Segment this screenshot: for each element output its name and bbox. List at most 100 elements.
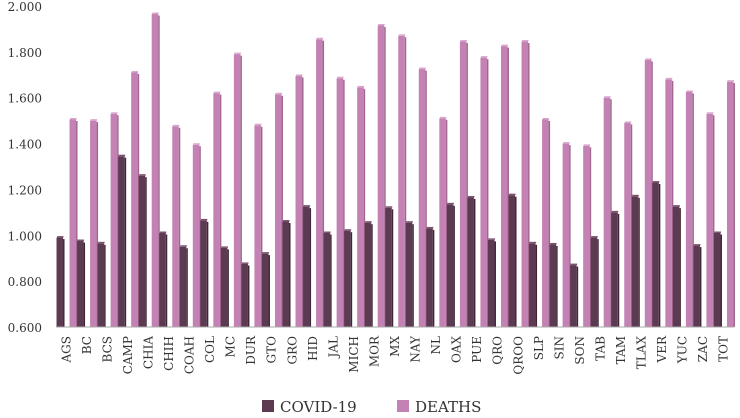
bar-covid19-hid bbox=[303, 206, 310, 327]
bar-top-covid19-gro bbox=[283, 220, 290, 222]
bar-deaths-mc bbox=[233, 54, 241, 328]
bar-deaths-jal bbox=[336, 78, 344, 327]
bar-side-covid19-mich bbox=[350, 232, 353, 327]
bar-side-deaths-zac bbox=[712, 115, 715, 327]
bar-deaths-mor bbox=[377, 25, 385, 327]
bar-deaths-dur bbox=[254, 125, 261, 327]
bar-top-deaths-mx bbox=[398, 34, 406, 36]
bar-deaths-pue bbox=[480, 57, 487, 327]
bar-side-deaths-bc bbox=[96, 122, 99, 328]
bar-deaths-ver bbox=[665, 79, 672, 327]
bars-group bbox=[56, 12, 735, 328]
bar-side-deaths-mor bbox=[384, 26, 386, 327]
legend-label-covid19: COVID-19 bbox=[280, 398, 357, 416]
bar-side-covid19-qroo bbox=[515, 196, 517, 327]
bar-covid19-nay bbox=[405, 222, 413, 327]
x-tick-label: SLP bbox=[532, 336, 546, 360]
x-tick-label: GRO bbox=[285, 336, 299, 365]
x-tick-label: MC bbox=[224, 336, 238, 357]
bar-top-deaths-tot bbox=[727, 80, 734, 82]
bar-top-covid19-mc bbox=[221, 246, 228, 248]
x-tick-label: HID bbox=[306, 336, 320, 361]
x-tick-label: NAY bbox=[409, 335, 423, 363]
bar-side-covid19-chih bbox=[165, 234, 168, 327]
bar-top-covid19-qro bbox=[488, 238, 495, 240]
bar-deaths-slp bbox=[542, 119, 549, 327]
x-tick-label: DUR bbox=[244, 335, 258, 365]
x-tick-label: COAH bbox=[183, 336, 197, 374]
bar-covid19-chih bbox=[159, 232, 166, 327]
bar-side-covid19-gro bbox=[289, 223, 291, 327]
x-tick-label: AGS bbox=[59, 336, 73, 363]
bar-covid19-mich bbox=[344, 230, 351, 327]
bar-top-covid19-mx bbox=[385, 206, 393, 208]
bar-side-covid19-ver bbox=[658, 184, 661, 327]
bar-side-deaths-son bbox=[589, 147, 592, 327]
bar-side-covid19-gto bbox=[268, 255, 270, 327]
x-tick-label: CAMP bbox=[121, 336, 135, 374]
bar-top-deaths-gto bbox=[275, 92, 282, 95]
x-tick-label: JAL bbox=[326, 336, 340, 359]
bar-top-covid19-chia bbox=[139, 174, 146, 176]
bar-side-covid19-slp bbox=[535, 244, 538, 327]
bar-side-covid19-pue bbox=[473, 198, 476, 327]
bar-covid19-gro bbox=[282, 221, 290, 327]
bar-side-deaths-camp bbox=[137, 73, 140, 327]
x-tick-label: QROO bbox=[511, 336, 525, 375]
bar-side-deaths-chih bbox=[178, 127, 181, 327]
bar-side-covid19-col bbox=[206, 221, 209, 327]
bar-deaths-ags bbox=[69, 119, 77, 327]
bar-side-deaths-pue bbox=[486, 59, 489, 327]
bar-side-covid19-bcs bbox=[104, 244, 106, 327]
bar-top-covid19-col bbox=[200, 218, 208, 221]
bar-covid19-tab bbox=[590, 237, 598, 327]
bar-top-deaths-ags bbox=[70, 117, 77, 120]
x-tick-label: MOR bbox=[367, 335, 381, 367]
bar-top-covid19-gto bbox=[262, 252, 269, 254]
bar-top-covid19-nay bbox=[406, 221, 413, 223]
bar-deaths-qro bbox=[500, 46, 508, 327]
bar-top-deaths-bcs bbox=[111, 112, 118, 114]
bar-covid19-oax bbox=[446, 204, 454, 327]
legend-label-deaths: DEATHS bbox=[415, 398, 481, 416]
x-tick-label: TAB bbox=[593, 336, 607, 361]
bar-top-covid19-jal bbox=[324, 231, 331, 233]
bar-side-covid19-nl bbox=[432, 229, 435, 327]
bar-side-deaths-ver bbox=[671, 80, 674, 327]
bar-top-deaths-son bbox=[583, 144, 591, 146]
bar-top-deaths-mor bbox=[378, 23, 385, 26]
bar-side-covid19-tab bbox=[597, 239, 599, 327]
x-tick-label: TAM bbox=[614, 336, 628, 364]
bar-covid19-bc bbox=[77, 241, 84, 327]
bar-covid19-zac bbox=[693, 245, 700, 327]
bar-top-deaths-bc bbox=[90, 119, 98, 121]
bar-covid19-qro bbox=[487, 239, 495, 327]
bar-top-covid19-camp bbox=[118, 154, 126, 157]
y-tick-label: 1.400 bbox=[8, 138, 42, 152]
bar-side-deaths-col bbox=[219, 94, 222, 327]
bar-side-deaths-bcs bbox=[117, 115, 119, 327]
bar-top-deaths-dur bbox=[254, 123, 262, 126]
bar-top-deaths-camp bbox=[131, 70, 139, 73]
y-tick-label: 1.000 bbox=[8, 229, 42, 243]
bar-top-covid19-hid bbox=[303, 205, 311, 207]
y-tick-label: 0.600 bbox=[8, 321, 42, 335]
bar-side-deaths-oax bbox=[466, 43, 468, 328]
y-tick-label: 2.000 bbox=[8, 0, 42, 14]
bar-top-covid19-slp bbox=[529, 241, 537, 244]
bar-deaths-son bbox=[583, 145, 590, 327]
bar-side-deaths-mich bbox=[363, 88, 366, 328]
bar-side-deaths-qro bbox=[507, 47, 509, 327]
bar-deaths-camp bbox=[131, 72, 138, 327]
x-tick-label: OAX bbox=[450, 336, 464, 364]
x-tick-label: NL bbox=[429, 336, 443, 355]
bar-top-deaths-pue bbox=[480, 56, 488, 58]
bar-covid19-mx bbox=[385, 207, 392, 327]
bar-covid19-jal bbox=[323, 232, 331, 327]
bar-deaths-sin bbox=[562, 143, 570, 327]
bar-covid19-son bbox=[570, 265, 577, 327]
bar-top-deaths-col bbox=[213, 91, 221, 94]
bar-top-covid19-mor bbox=[365, 221, 372, 223]
x-axis: AGS BC BCS CAMP CHIA CHIH COAH COL MC DUR GTO GRO HI… bbox=[59, 335, 730, 375]
x-tick-label: PUE bbox=[470, 336, 484, 363]
